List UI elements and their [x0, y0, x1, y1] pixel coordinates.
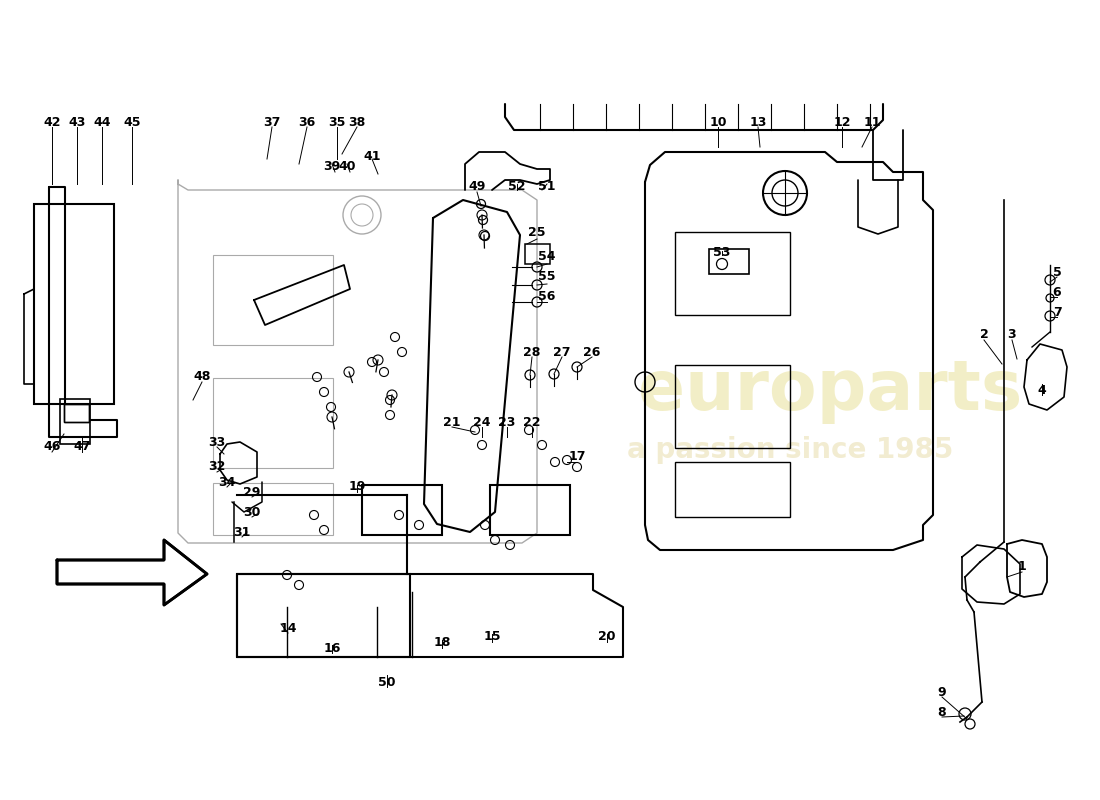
Text: 31: 31	[233, 526, 251, 538]
Text: 56: 56	[538, 290, 556, 303]
Text: 4: 4	[1037, 383, 1046, 397]
Bar	[213, 378, 333, 468]
Bar	[34, 204, 114, 404]
Text: 29: 29	[243, 486, 261, 498]
Text: 39: 39	[323, 161, 341, 174]
Text: 27: 27	[553, 346, 571, 358]
Text: 40: 40	[339, 161, 355, 174]
Text: 50: 50	[378, 675, 396, 689]
Bar	[64, 404, 89, 422]
Text: 3: 3	[1008, 329, 1016, 342]
Text: 23: 23	[498, 415, 516, 429]
Text: 26: 26	[583, 346, 601, 358]
Text: 7: 7	[1053, 306, 1062, 318]
Text: 16: 16	[323, 642, 341, 654]
Text: 25: 25	[528, 226, 546, 238]
Text: 53: 53	[713, 246, 730, 258]
Text: 37: 37	[263, 115, 280, 129]
Text: 55: 55	[538, 270, 556, 283]
Text: 20: 20	[598, 630, 616, 643]
Text: 54: 54	[538, 250, 556, 263]
Text: 34: 34	[218, 475, 235, 489]
Bar	[362, 485, 442, 535]
Text: 47: 47	[74, 441, 90, 454]
Text: 19: 19	[349, 481, 365, 494]
Text: 38: 38	[349, 115, 365, 129]
Text: 44: 44	[94, 115, 111, 129]
Text: 21: 21	[443, 415, 461, 429]
Text: a passion since 1985: a passion since 1985	[627, 436, 954, 464]
Text: 5: 5	[1053, 266, 1062, 278]
Bar	[64, 404, 89, 422]
Text: 6: 6	[1053, 286, 1062, 298]
Text: 30: 30	[243, 506, 261, 518]
Text: 14: 14	[279, 622, 297, 634]
Text: 46: 46	[43, 441, 60, 454]
Text: 36: 36	[298, 115, 316, 129]
Text: 52: 52	[508, 181, 526, 194]
Text: 49: 49	[469, 181, 486, 194]
Bar	[213, 483, 333, 535]
Text: 48: 48	[194, 370, 211, 383]
Text: 35: 35	[328, 115, 345, 129]
Text: 12: 12	[834, 115, 850, 129]
Bar	[60, 399, 90, 444]
Bar	[675, 232, 790, 315]
Text: 45: 45	[123, 115, 141, 129]
Text: 17: 17	[569, 450, 585, 463]
Text: 33: 33	[208, 435, 226, 449]
Text: 43: 43	[68, 115, 86, 129]
Text: 22: 22	[524, 415, 541, 429]
Text: 1: 1	[1018, 561, 1026, 574]
Text: 10: 10	[710, 115, 727, 129]
Text: 18: 18	[433, 637, 451, 650]
Text: 9: 9	[937, 686, 946, 698]
Text: 2: 2	[980, 329, 989, 342]
Bar	[213, 255, 333, 345]
Bar	[675, 365, 790, 448]
Bar	[490, 485, 570, 535]
Text: 11: 11	[864, 115, 881, 129]
Bar	[236, 574, 410, 657]
Text: 15: 15	[483, 630, 500, 643]
Text: 28: 28	[524, 346, 541, 358]
Text: europarts: europarts	[638, 357, 1022, 423]
Polygon shape	[57, 540, 207, 605]
Bar	[675, 462, 790, 517]
Text: 51: 51	[538, 181, 556, 194]
Text: 8: 8	[937, 706, 946, 718]
Text: 41: 41	[363, 150, 381, 163]
Bar	[525, 244, 550, 264]
Text: 32: 32	[208, 461, 226, 474]
Bar	[710, 249, 749, 274]
Text: 24: 24	[473, 415, 491, 429]
Text: 13: 13	[749, 115, 767, 129]
Text: 42: 42	[43, 115, 60, 129]
